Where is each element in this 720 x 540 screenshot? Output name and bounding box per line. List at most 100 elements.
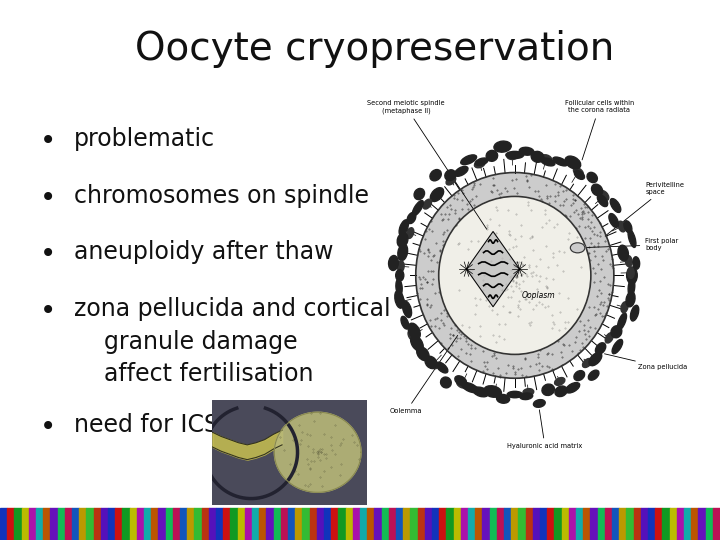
- Ellipse shape: [461, 155, 477, 165]
- Text: Perivitelline
space: Perivitelline space: [605, 182, 684, 236]
- Ellipse shape: [626, 255, 632, 267]
- Bar: [101, 508, 108, 540]
- Bar: [418, 508, 425, 540]
- Ellipse shape: [628, 230, 636, 247]
- Ellipse shape: [507, 153, 518, 159]
- Bar: [238, 508, 245, 540]
- Bar: [410, 508, 418, 540]
- Text: Oocyte cryopreservation: Oocyte cryopreservation: [135, 30, 614, 68]
- Ellipse shape: [402, 301, 412, 318]
- Text: Ooplasm: Ooplasm: [522, 291, 556, 300]
- Bar: [324, 508, 331, 540]
- Bar: [259, 508, 266, 540]
- Ellipse shape: [573, 167, 583, 176]
- Bar: [367, 508, 374, 540]
- Ellipse shape: [628, 278, 635, 296]
- Bar: [144, 508, 151, 540]
- Bar: [202, 508, 209, 540]
- Ellipse shape: [408, 323, 420, 339]
- Circle shape: [438, 197, 591, 354]
- Ellipse shape: [408, 213, 415, 224]
- Text: Oolemma: Oolemma: [390, 335, 458, 414]
- Ellipse shape: [436, 362, 448, 373]
- Bar: [554, 508, 562, 540]
- Bar: [353, 508, 360, 540]
- Ellipse shape: [396, 269, 404, 281]
- Bar: [482, 508, 490, 540]
- Ellipse shape: [609, 213, 618, 227]
- Ellipse shape: [631, 305, 639, 321]
- Ellipse shape: [399, 220, 408, 235]
- Ellipse shape: [624, 221, 632, 233]
- Ellipse shape: [541, 158, 555, 166]
- Bar: [317, 508, 324, 540]
- Ellipse shape: [606, 333, 613, 343]
- Ellipse shape: [396, 279, 402, 295]
- Bar: [245, 508, 252, 540]
- Text: •: •: [40, 413, 56, 441]
- Polygon shape: [467, 232, 520, 307]
- Ellipse shape: [633, 257, 639, 269]
- Bar: [230, 508, 238, 540]
- Ellipse shape: [474, 160, 485, 168]
- Bar: [266, 508, 274, 540]
- Ellipse shape: [612, 340, 623, 354]
- Ellipse shape: [389, 255, 398, 271]
- Ellipse shape: [423, 199, 431, 209]
- Bar: [439, 508, 446, 540]
- Ellipse shape: [519, 147, 534, 155]
- Bar: [223, 508, 230, 540]
- Text: problematic: problematic: [74, 127, 215, 151]
- Ellipse shape: [484, 386, 501, 397]
- Bar: [22, 508, 29, 540]
- Ellipse shape: [425, 356, 437, 369]
- Bar: [194, 508, 202, 540]
- Bar: [634, 508, 641, 540]
- Ellipse shape: [592, 184, 603, 195]
- Bar: [158, 508, 166, 540]
- Ellipse shape: [456, 380, 467, 388]
- Ellipse shape: [595, 343, 606, 354]
- Bar: [461, 508, 468, 540]
- Bar: [576, 508, 583, 540]
- Bar: [58, 508, 65, 540]
- Bar: [137, 508, 144, 540]
- Text: •: •: [40, 297, 56, 325]
- Ellipse shape: [413, 200, 423, 216]
- Ellipse shape: [565, 156, 581, 169]
- Bar: [540, 508, 547, 540]
- Ellipse shape: [414, 188, 425, 200]
- Ellipse shape: [611, 326, 622, 338]
- Bar: [662, 508, 670, 540]
- Bar: [691, 508, 698, 540]
- Bar: [569, 508, 576, 540]
- Bar: [713, 508, 720, 540]
- Bar: [475, 508, 482, 540]
- Ellipse shape: [587, 172, 598, 183]
- Bar: [605, 508, 612, 540]
- Bar: [173, 508, 180, 540]
- Ellipse shape: [589, 353, 602, 366]
- Bar: [374, 508, 382, 540]
- Ellipse shape: [410, 335, 423, 351]
- Bar: [274, 508, 281, 540]
- Bar: [43, 508, 50, 540]
- Text: need for ICSI: need for ICSI: [74, 413, 226, 437]
- Bar: [36, 508, 43, 540]
- Bar: [454, 508, 461, 540]
- Ellipse shape: [397, 233, 408, 247]
- Ellipse shape: [628, 267, 634, 279]
- Bar: [72, 508, 79, 540]
- Circle shape: [438, 197, 591, 354]
- Ellipse shape: [446, 177, 456, 185]
- Bar: [698, 508, 706, 540]
- Bar: [288, 508, 295, 540]
- Ellipse shape: [441, 377, 451, 388]
- Bar: [497, 508, 504, 540]
- Bar: [115, 508, 122, 540]
- Bar: [626, 508, 634, 540]
- Text: Hyaluronic acid matrix: Hyaluronic acid matrix: [508, 410, 582, 449]
- Bar: [526, 508, 533, 540]
- Ellipse shape: [407, 228, 414, 239]
- Ellipse shape: [555, 386, 567, 396]
